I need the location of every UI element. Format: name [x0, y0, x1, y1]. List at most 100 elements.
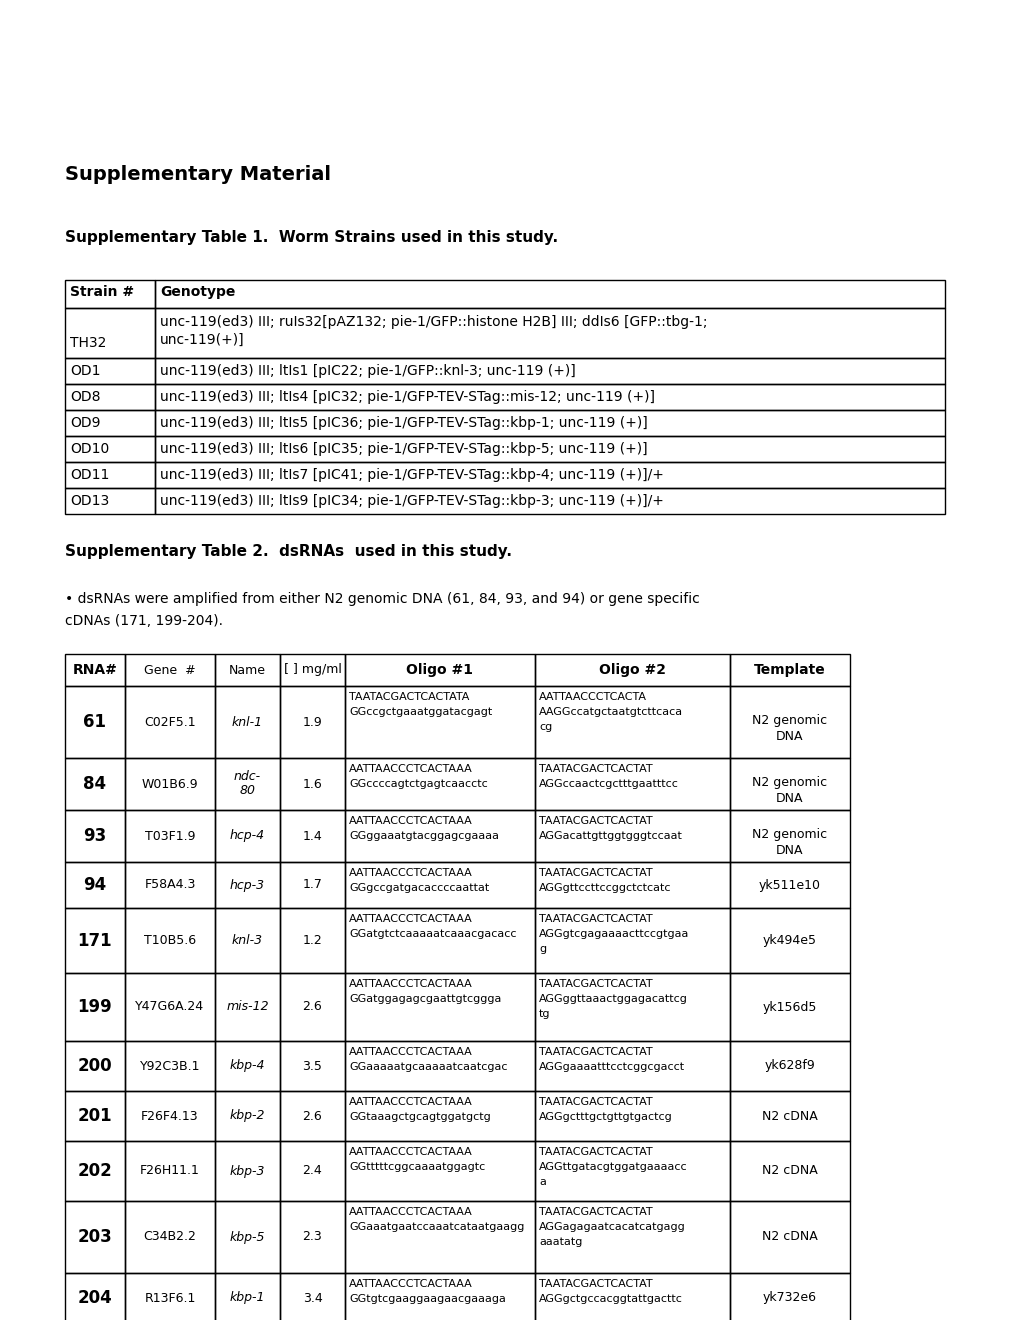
Text: OD11: OD11 [70, 469, 109, 482]
Bar [730, 1201, 849, 1272]
Text: unc-119(ed3) III; ltIs7 [pIC41; pie-1/GFP-TEV-STag::kbp-4; unc-119 (+)]/+: unc-119(ed3) III; ltIs7 [pIC41; pie-1/GF… [160, 469, 663, 482]
Text: AATTAACCCTCACTAAA: AATTAACCCTCACTAAA [348, 1097, 472, 1107]
Text: 203: 203 [77, 1228, 112, 1246]
Bar [730, 1041, 849, 1092]
Bar [215, 908, 280, 973]
Text: TAATACGACTCACTAT: TAATACGACTCACTAT [538, 1206, 652, 1217]
Text: 204: 204 [77, 1290, 112, 1307]
Text: GGgccgatgacaccccaattat: GGgccgatgacaccccaattat [348, 883, 489, 894]
Bar [344, 653, 535, 686]
Bar [215, 810, 280, 862]
Text: AGGgaaaatttcctcggcgacct: AGGgaaaatttcctcggcgacct [538, 1063, 685, 1072]
Text: kbp-4: kbp-4 [229, 1060, 265, 1072]
Text: unc-119(ed3) III; ltIs6 [pIC35; pie-1/GFP-TEV-STag::kbp-5; unc-119 (+)]: unc-119(ed3) III; ltIs6 [pIC35; pie-1/GF… [160, 442, 647, 455]
Text: 202: 202 [77, 1162, 112, 1180]
Text: AGGttgatacgtggatgaaaacc: AGGttgatacgtggatgaaaacc [538, 1162, 687, 1172]
Text: unc-119(ed3) III; ltIs5 [pIC36; pie-1/GFP-TEV-STag::kbp-1; unc-119 (+)]: unc-119(ed3) III; ltIs5 [pIC36; pie-1/GF… [160, 416, 647, 430]
Text: AGGgctgccacggtattgacttc: AGGgctgccacggtattgacttc [538, 1294, 682, 1304]
Bar [344, 908, 535, 973]
Bar [125, 908, 215, 973]
Text: 84: 84 [84, 775, 106, 793]
Bar [65, 384, 155, 411]
Text: 2.3: 2.3 [303, 1230, 322, 1243]
Text: 201: 201 [77, 1107, 112, 1125]
Text: N2 cDNA: N2 cDNA [761, 1164, 817, 1177]
Text: GGaaaaatgcaaaaatcaatcgac: GGaaaaatgcaaaaatcaatcgac [348, 1063, 507, 1072]
Text: kbp-2: kbp-2 [229, 1110, 265, 1122]
Text: TAATACGACTCACTAT: TAATACGACTCACTAT [538, 1097, 652, 1107]
Text: R13F6.1: R13F6.1 [144, 1291, 196, 1304]
Text: AATTAACCCTCACTAAA: AATTAACCCTCACTAAA [348, 1147, 472, 1158]
Bar [730, 1140, 849, 1201]
Text: OD13: OD13 [70, 494, 109, 508]
Text: C34B2.2: C34B2.2 [144, 1230, 197, 1243]
Text: 171: 171 [77, 932, 112, 949]
Bar [65, 1140, 125, 1201]
Bar [125, 758, 215, 810]
Text: AATTAACCCTCACTAAA: AATTAACCCTCACTAAA [348, 1206, 472, 1217]
Bar [730, 1092, 849, 1140]
Text: TAATACGACTCACTAT: TAATACGACTCACTAT [538, 869, 652, 878]
Bar [65, 411, 155, 436]
Bar [125, 686, 215, 758]
Bar [65, 1272, 125, 1320]
Text: Name: Name [229, 664, 266, 676]
Bar [215, 686, 280, 758]
Bar [535, 758, 730, 810]
Bar [730, 862, 849, 908]
Text: AATTAACCCTCACTAAA: AATTAACCCTCACTAAA [348, 1279, 472, 1290]
Bar [730, 973, 849, 1041]
Bar [155, 308, 944, 358]
Bar [65, 758, 125, 810]
Bar [215, 1140, 280, 1201]
Text: OD1: OD1 [70, 364, 101, 378]
Bar [730, 810, 849, 862]
Text: TAATACGACTCACTAT: TAATACGACTCACTAT [538, 1279, 652, 1290]
Text: 1.6: 1.6 [303, 777, 322, 791]
Bar [65, 810, 125, 862]
Text: 1.4: 1.4 [303, 829, 322, 842]
Text: AAGGccatgctaatgtcttcaca: AAGGccatgctaatgtcttcaca [538, 708, 683, 717]
Bar [280, 1140, 344, 1201]
Text: AATTAACCCTCACTAAA: AATTAACCCTCACTAAA [348, 1047, 472, 1057]
Text: GGatgtctcaaaaatcaaacgacacc: GGatgtctcaaaaatcaaacgacacc [348, 929, 516, 939]
Bar [65, 908, 125, 973]
Text: 61: 61 [84, 713, 106, 731]
Text: AGGgctttgctgttgtgactcg: AGGgctttgctgttgtgactcg [538, 1111, 673, 1122]
Text: unc-119(ed3) III; ltIs1 [pIC22; pie-1/GFP::knl-3; unc-119 (+)]: unc-119(ed3) III; ltIs1 [pIC22; pie-1/GF… [160, 364, 575, 378]
Text: knl-3: knl-3 [231, 935, 263, 946]
Text: cg: cg [538, 722, 551, 733]
Text: unc-119(+)]: unc-119(+)] [160, 333, 245, 347]
Text: T10B5.6: T10B5.6 [144, 935, 196, 946]
Bar [344, 1272, 535, 1320]
Text: 1.2: 1.2 [303, 935, 322, 946]
Text: TAATACGACTCACTAT: TAATACGACTCACTAT [538, 1147, 652, 1158]
Text: F58A4.3: F58A4.3 [144, 879, 196, 891]
Bar [535, 1272, 730, 1320]
Text: hcp-4: hcp-4 [229, 829, 265, 842]
Bar [535, 653, 730, 686]
Bar [65, 280, 155, 308]
Bar [215, 653, 280, 686]
Text: GGccccagtctgagtcaacctc: GGccccagtctgagtcaacctc [348, 779, 487, 789]
Text: Supplementary Table 1.  Worm Strains used in this study.: Supplementary Table 1. Worm Strains used… [65, 230, 557, 246]
Bar [215, 862, 280, 908]
Bar [155, 436, 944, 462]
Text: 2.6: 2.6 [303, 1001, 322, 1014]
Bar [535, 973, 730, 1041]
Bar [155, 280, 944, 308]
Bar [155, 462, 944, 488]
Text: DNA: DNA [775, 730, 803, 743]
Bar [65, 862, 125, 908]
Bar [65, 308, 155, 358]
Text: ndc-: ndc- [233, 771, 261, 784]
Text: knl-1: knl-1 [231, 715, 263, 729]
Text: Oligo #1: Oligo #1 [407, 663, 473, 677]
Text: • dsRNAs were amplified from either N2 genomic DNA (61, 84, 93, and 94) or gene : • dsRNAs were amplified from either N2 g… [65, 591, 699, 606]
Text: OD8: OD8 [70, 389, 101, 404]
Bar [730, 653, 849, 686]
Bar [535, 810, 730, 862]
Bar [280, 1272, 344, 1320]
Text: Supplementary Table 2.  dsRNAs  used in this study.: Supplementary Table 2. dsRNAs used in th… [65, 544, 512, 558]
Text: 2.4: 2.4 [303, 1164, 322, 1177]
